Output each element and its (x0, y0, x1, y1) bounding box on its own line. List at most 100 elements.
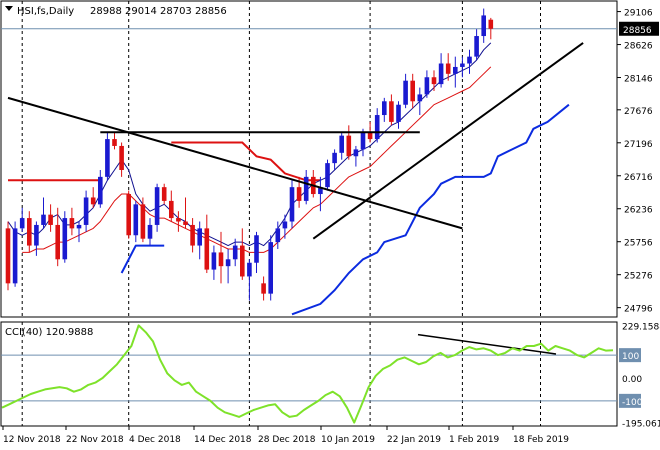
time-tick-label-8: 18 Feb 2019 (513, 435, 569, 445)
candle-body-51 (367, 132, 373, 140)
trendline-2 (312, 42, 584, 240)
candle-body-30 (218, 252, 224, 267)
candle-body-11 (83, 197, 89, 225)
candle-body-19 (140, 204, 146, 239)
candle-body-37 (268, 242, 273, 294)
candle-body-29 (211, 252, 217, 270)
time-tick-label-1: 22 Nov 2018 (66, 435, 124, 445)
trendline-0 (7, 96, 463, 230)
candle-body-8 (62, 218, 68, 260)
time-tick-label-3: 14 Dec 2018 (194, 435, 252, 445)
time-tick-label-7: 1 Feb 2019 (449, 435, 500, 445)
candle-body-15 (112, 139, 117, 146)
candle-body-16 (119, 145, 124, 170)
last-price-box (619, 21, 659, 36)
candle-body-5 (41, 214, 46, 225)
cci-series-line (1, 324, 614, 424)
cci-line (1, 324, 614, 424)
price-tick-label-1: 25276 (624, 272, 653, 282)
candle-body-21 (154, 187, 160, 225)
chart-header: HSI,fs,Daily 28988 29014 28703 28856 (5, 6, 227, 17)
channel-lower-0 (120, 244, 165, 274)
price-axis: 24796 25276 25756 26236 26716 27196 27676 28146… (617, 9, 659, 315)
candle-body-52 (374, 115, 380, 140)
symbol-label: HSI,fs,Daily (17, 6, 74, 17)
candle-body-54 (389, 101, 394, 122)
candle-body-65 (467, 56, 472, 64)
candle-body-61 (438, 63, 444, 85)
candle-body-36 (261, 283, 266, 294)
cci-label: CCI(40) 120.9888 (5, 327, 93, 338)
time-tick-label-0: 12 Nov 2018 (3, 435, 61, 445)
price-tick-label-4: 26716 (624, 173, 653, 183)
candle-body-12 (90, 197, 96, 205)
candle-body-66 (474, 36, 479, 57)
candle-body-24 (176, 218, 181, 222)
candle-body-49 (353, 149, 359, 157)
candle-body-32 (232, 245, 238, 260)
candle-body-17 (126, 194, 131, 236)
ma-fast-0 (7, 42, 492, 247)
candle-body-58 (417, 94, 423, 102)
price-tick-label-6: 27676 (624, 107, 653, 117)
candle-body-39 (282, 221, 288, 229)
candle-body-0 (5, 228, 11, 284)
cci-tick-label-3: -100 (622, 398, 643, 408)
cci-pane-border (0, 321, 618, 427)
candle-body-22 (161, 187, 167, 201)
ohlc-values: 28988 29014 28703 28856 (90, 6, 227, 17)
candle-body-47 (339, 135, 344, 153)
time-axis: 12 Nov 2018 22 Nov 2018 4 Dec 2018 14 Dec 2… (2, 426, 569, 445)
candle-body-50 (360, 132, 366, 150)
trendlines (7, 42, 584, 240)
candle-body-48 (346, 135, 352, 157)
candlesticks (5, 8, 494, 301)
price-tick-label-8: 28626 (624, 42, 653, 52)
candle-body-41 (296, 187, 302, 201)
candle-body-2 (19, 218, 25, 229)
candle-body-59 (424, 77, 430, 95)
candle-body-3 (27, 218, 32, 246)
candle-body-68 (488, 19, 494, 29)
cci-tick-label-4: -195.061 (622, 420, 660, 430)
candle-body-56 (403, 80, 408, 105)
candle-body-67 (481, 15, 486, 37)
cci-tick-label-2: 0.00 (622, 375, 642, 385)
cci-levels (1, 354, 617, 402)
cci-tick-label-0: 229.1588 (622, 323, 660, 333)
candle-body-27 (197, 228, 202, 246)
cci-vertical-gridlines (21, 322, 541, 426)
candle-body-4 (34, 224, 39, 246)
price-tick-label-3: 26236 (624, 206, 653, 216)
candle-body-18 (133, 204, 139, 236)
candle-body-9 (69, 218, 75, 229)
time-tick-label-6: 22 Jan 2019 (387, 435, 441, 445)
candle-body-63 (453, 66, 458, 74)
candle-body-26 (190, 224, 195, 246)
price-pane-border (0, 0, 618, 318)
candle-body-28 (204, 228, 210, 270)
candle-body-38 (275, 228, 281, 243)
price-pane: HSI,fs,Daily 28988 29014 28703 28856 247… (0, 0, 659, 318)
last-price-label: 28856 (623, 26, 652, 36)
candle-body-33 (240, 245, 245, 277)
channel-lower-2 (291, 103, 570, 316)
candle-body-31 (225, 259, 231, 267)
candle-body-53 (382, 101, 387, 116)
candle-body-55 (396, 104, 401, 122)
time-tick-label-2: 4 Dec 2018 (129, 435, 181, 445)
candle-body-14 (105, 139, 110, 177)
candle-body-23 (169, 200, 174, 219)
candle-body-13 (98, 176, 103, 205)
price-tick-label-5: 27196 (624, 140, 653, 150)
cci-tick-label-1: 100 (622, 352, 639, 362)
cci-level-box-3 (619, 393, 641, 408)
candle-body-20 (147, 224, 153, 239)
candle-body-46 (332, 152, 337, 164)
candle-body-6 (48, 214, 53, 225)
time-tick-label-4: 28 Dec 2018 (258, 435, 316, 445)
price-tick-label-7: 28146 (624, 75, 653, 85)
header-triangle-icon (5, 6, 13, 11)
